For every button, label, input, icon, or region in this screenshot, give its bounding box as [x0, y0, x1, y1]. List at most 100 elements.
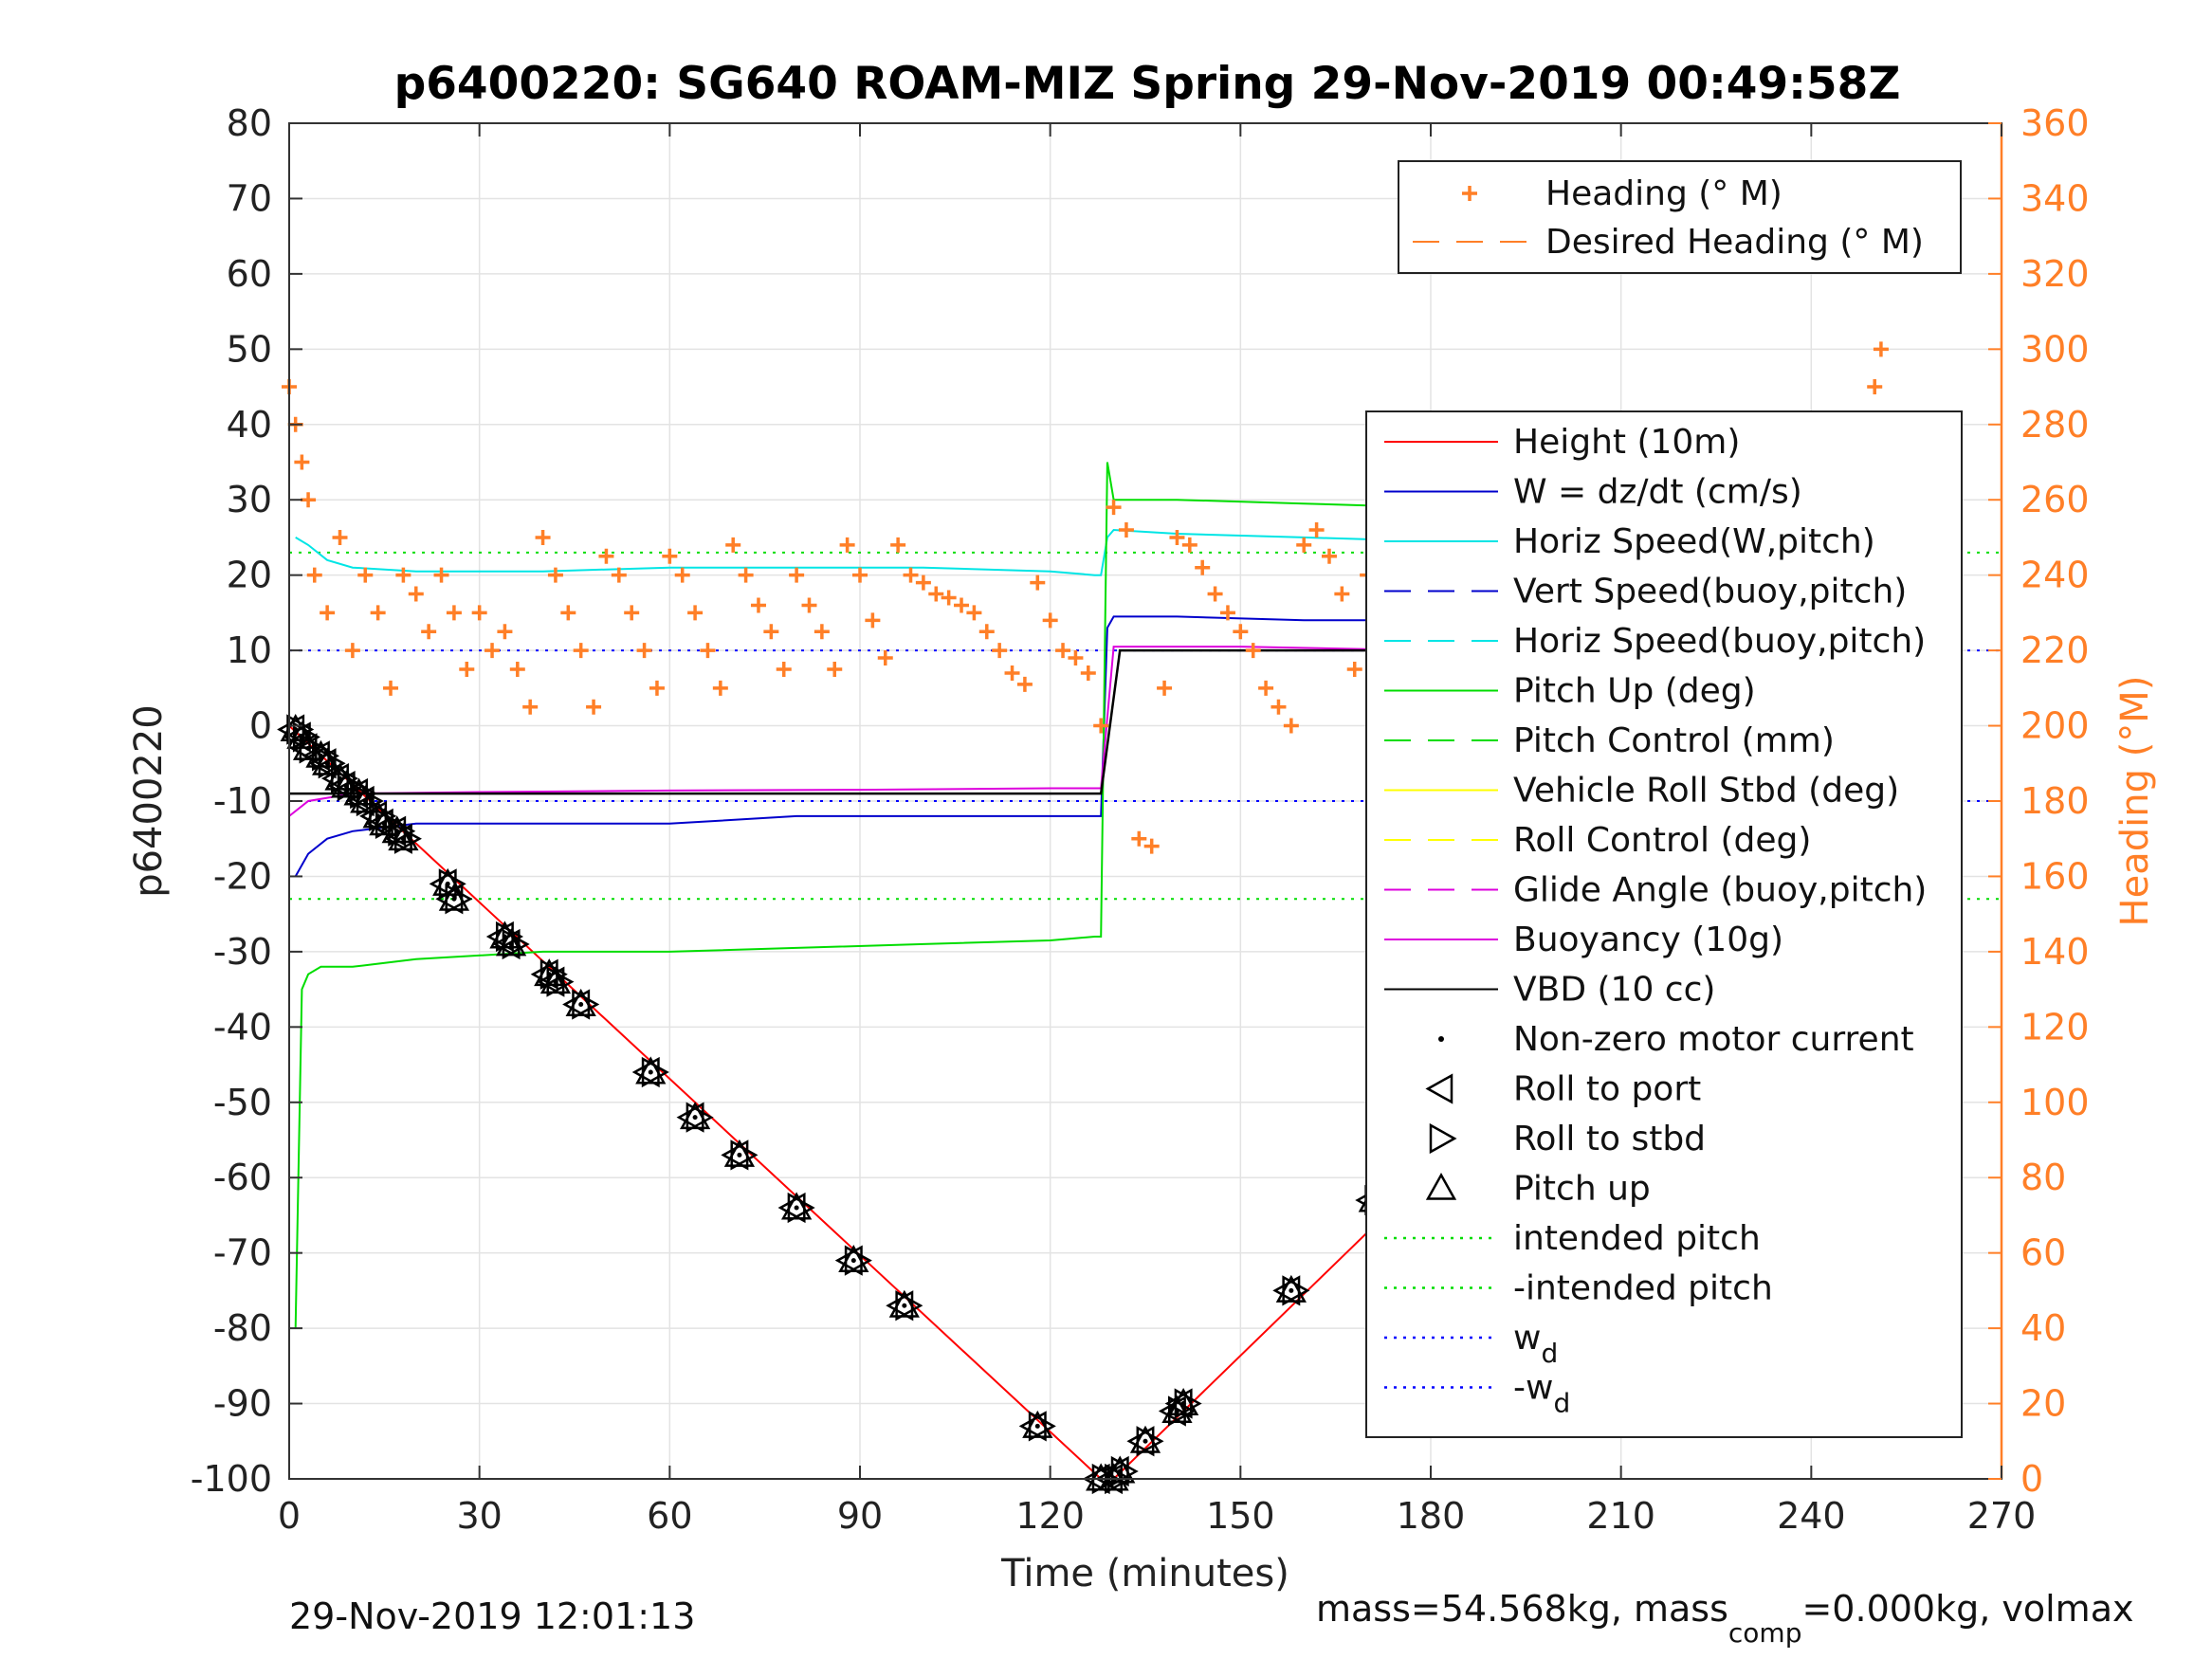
- legend-item-3-label: Vert Speed(buoy,pitch): [1513, 573, 1907, 611]
- heading-point: [725, 537, 741, 553]
- y-tick-label: -100: [191, 1458, 272, 1500]
- roll-port-marker: [631, 1056, 660, 1088]
- roll-stbd-marker: [686, 1102, 714, 1133]
- motor-current-dot: [692, 1115, 698, 1121]
- heading-point: [1181, 537, 1197, 553]
- heading-point: [1245, 643, 1261, 659]
- heading-point: [408, 586, 424, 602]
- heading-point: [332, 529, 348, 545]
- roll-stbd-marker: [445, 884, 473, 915]
- motor-current-dot: [362, 798, 368, 804]
- x-tick-label: 270: [1967, 1495, 2037, 1537]
- heading-point: [459, 661, 475, 677]
- roll-stbd-marker: [787, 1192, 815, 1224]
- heading-point: [978, 624, 995, 640]
- heading-point: [776, 661, 792, 677]
- heading-point: [763, 624, 779, 640]
- roll-stbd-marker: [1136, 1426, 1164, 1457]
- roll-port-marker: [1018, 1411, 1047, 1442]
- date-text: 29-Nov-2019 12:01:13: [289, 1595, 695, 1637]
- legend-item-14-label: Roll to stbd: [1513, 1120, 1706, 1158]
- motor-current-dot: [902, 1303, 907, 1308]
- legend-top-item-0-swatch: [1462, 186, 1477, 201]
- roll-stbd-marker: [572, 989, 600, 1020]
- x-tick-label: 30: [456, 1495, 502, 1537]
- legend-item-13-label: Roll to port: [1513, 1070, 1701, 1109]
- heading-point: [1346, 661, 1362, 677]
- motor-current-dot: [451, 896, 457, 902]
- heading-point: [611, 567, 627, 583]
- legend-item-5-label: Pitch Up (deg): [1513, 672, 1756, 711]
- motor-current-dot: [1143, 1438, 1148, 1444]
- motor-current-dot: [648, 1069, 653, 1075]
- heading-point: [586, 699, 602, 715]
- roll-port-marker: [1164, 1388, 1193, 1419]
- right-tick-label: 240: [2020, 555, 2090, 596]
- motor-current-dot: [1034, 1423, 1040, 1429]
- y-tick-label: -40: [213, 1006, 272, 1048]
- x-tick-label: 120: [1015, 1495, 1085, 1537]
- heading-point: [750, 597, 766, 613]
- y-tick-label: 20: [227, 555, 272, 596]
- heading-point: [954, 597, 970, 613]
- right-tick-label: 20: [2020, 1383, 2066, 1425]
- y-tick-label: 80: [227, 102, 272, 144]
- heading-point: [1004, 665, 1020, 681]
- heading-point: [320, 605, 336, 621]
- heading-point: [421, 624, 437, 640]
- heading-point: [1219, 605, 1235, 621]
- roll-stbd-marker: [1282, 1275, 1310, 1306]
- y-tick-label: 10: [227, 629, 272, 671]
- motor-current-dot: [794, 1205, 799, 1211]
- heading-point: [649, 680, 665, 696]
- y-tick-label: -60: [213, 1157, 272, 1198]
- y-tick-label: 60: [227, 253, 272, 295]
- x-tick-label: 240: [1777, 1495, 1846, 1537]
- y-tick-label: -80: [213, 1307, 272, 1349]
- heading-point: [1042, 612, 1058, 629]
- mass-text-part-a: mass=54.568kg, mass: [1316, 1588, 1728, 1630]
- x-axis-ticks: 0 30 60 90 120 150 180 210 240 270: [278, 123, 2036, 1537]
- motor-current-dot: [578, 1002, 584, 1007]
- roll-port-marker: [834, 1245, 863, 1276]
- motor-current-dot: [1289, 1287, 1294, 1293]
- legend-main-box: [1365, 410, 1963, 1438]
- roll-stbd-marker: [641, 1056, 669, 1088]
- right-tick-label: 220: [2020, 629, 2090, 671]
- heading-point: [1283, 718, 1299, 734]
- y-tick-label: 30: [227, 479, 272, 520]
- heading-point: [1233, 624, 1249, 640]
- heading-point: [547, 567, 563, 583]
- motor-current-dot: [343, 783, 349, 789]
- right-axis-ticks: 0 20 40 60 80 100 120 140 160 180 200 220 240 260 280 3…: [1988, 102, 2090, 1500]
- legend-item-12-swatch: [1438, 1036, 1444, 1042]
- right-tick-label: 40: [2020, 1307, 2066, 1349]
- motor-current-dot: [381, 821, 387, 827]
- legend-item-16-label: intended pitch: [1513, 1219, 1761, 1258]
- right-tick-label: 200: [2020, 705, 2090, 747]
- legend-item-19-label: -wd: [1513, 1369, 1570, 1419]
- heading-point: [1143, 838, 1160, 854]
- heading-point: [509, 661, 525, 677]
- heading-point: [1321, 548, 1337, 564]
- legend-item-9-label: Glide Angle (buoy,pitch): [1513, 871, 1927, 910]
- right-tick-label: 140: [2020, 931, 2090, 973]
- legend-item-17-label: -intended pitch: [1513, 1269, 1773, 1308]
- y-tick-label: 50: [227, 328, 272, 370]
- heading-point: [624, 605, 640, 621]
- legend-item-2-label: Horiz Speed(W,pitch): [1513, 522, 1875, 561]
- heading-point: [1308, 522, 1325, 538]
- motor-current-dot: [1180, 1401, 1186, 1407]
- heading-point: [383, 680, 399, 696]
- motor-current-dot: [553, 979, 558, 985]
- legend-item-11-label: VBD (10 cc): [1513, 971, 1715, 1010]
- y-tick-label: -30: [213, 931, 272, 973]
- y-tick-label: 0: [249, 705, 272, 747]
- roll-port-marker: [562, 989, 591, 1020]
- y-tick-label: -10: [213, 780, 272, 822]
- motor-current-dot: [508, 941, 514, 947]
- roll-stbd-marker: [730, 1139, 759, 1171]
- heading-point: [1080, 665, 1096, 681]
- x-tick-label: 0: [278, 1495, 301, 1537]
- x-axis-label: Time (minutes): [1000, 1552, 1289, 1595]
